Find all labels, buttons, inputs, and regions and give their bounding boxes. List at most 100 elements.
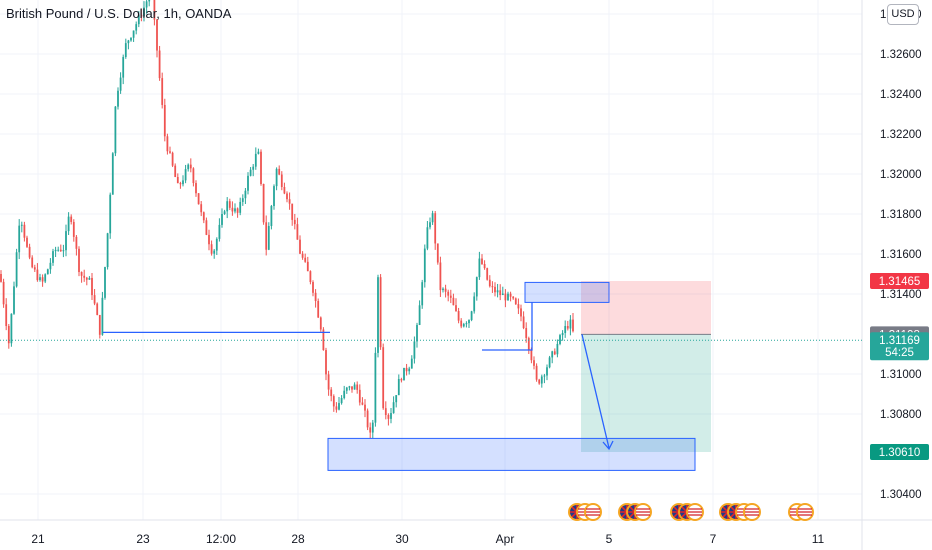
candle-body (241, 198, 244, 202)
candle-body (163, 104, 166, 137)
candle-body (335, 406, 338, 410)
candle-body (486, 268, 489, 280)
candle-body (423, 248, 426, 283)
candle-body (80, 272, 83, 276)
candle-body (449, 295, 452, 298)
us-flag-icon[interactable] (743, 503, 761, 521)
candle-body (215, 238, 218, 251)
candle-body (182, 180, 184, 185)
candle-body (231, 207, 234, 212)
candle-body (275, 168, 278, 187)
candle-body (444, 288, 447, 292)
stop-loss-zone[interactable] (581, 281, 711, 335)
candle-body (514, 298, 517, 305)
candle-body (436, 243, 439, 263)
candle-body (122, 56, 125, 78)
candle-body (312, 282, 314, 293)
candle-body (293, 219, 296, 225)
candle-body (200, 204, 203, 213)
candle-body (410, 358, 413, 369)
candle-body (392, 402, 395, 414)
us-flag-icon[interactable] (796, 503, 814, 521)
price-label-badge (870, 273, 929, 289)
candle-body (52, 251, 54, 263)
candle-body (535, 365, 538, 380)
candle-body (166, 136, 169, 152)
countdown-text: 54:25 (885, 347, 914, 359)
candle-body (543, 375, 546, 377)
event-badge-flag-stripes (586, 508, 600, 516)
price-label-text: 1.31465 (879, 276, 921, 288)
candle-body (431, 213, 434, 223)
currency-button[interactable]: USD (887, 4, 919, 25)
candle-body (551, 351, 554, 358)
candle-body (176, 176, 179, 184)
candle-body (319, 317, 322, 330)
candle-body (70, 216, 73, 222)
candle-body (2, 281, 5, 305)
us-flag-icon[interactable] (686, 503, 704, 521)
candle-body (10, 313, 13, 344)
candle-body (327, 374, 330, 390)
x-tick-label: 21 (31, 532, 45, 546)
candle-body (145, 1, 148, 8)
candle-body (31, 257, 34, 268)
price-label-text: 1.30610 (879, 447, 921, 459)
candle-body (174, 165, 177, 177)
candle-body (309, 271, 312, 283)
candle-body (306, 261, 309, 272)
candle-body (143, 7, 145, 17)
supply-zone-box[interactable] (524, 281, 610, 303)
candle-body (119, 77, 122, 91)
candle-body (569, 319, 572, 329)
demand-zone-box[interactable] (327, 437, 696, 471)
candle-body (26, 237, 28, 247)
take-profit-zone[interactable] (581, 334, 711, 452)
us-flag-icon[interactable] (584, 503, 602, 521)
candle-body (67, 216, 70, 232)
candle-body (130, 37, 132, 41)
candle-body (374, 352, 377, 423)
y-tick-label: 1.32600 (880, 49, 922, 61)
candle-body (75, 236, 78, 249)
symbol-title[interactable]: British Pound / U.S. Dollar, 1h, OANDA (6, 6, 232, 21)
candle-body (49, 262, 52, 270)
candle-body (416, 324, 418, 342)
candle-body (403, 367, 405, 381)
candle-body (348, 386, 351, 388)
candle-body (553, 351, 556, 355)
candle-body (283, 186, 286, 194)
candle-body (28, 246, 31, 258)
candle-body (520, 308, 522, 317)
x-tick-label: 5 (606, 532, 613, 546)
candle-body (117, 90, 119, 107)
candle-body (455, 305, 457, 312)
projection-arrow-shaft[interactable] (581, 334, 610, 449)
y-tick-label: 1.31600 (880, 249, 922, 261)
candle-body (5, 304, 8, 327)
candle-body (260, 151, 262, 185)
candle-body (226, 201, 229, 212)
candle-body (54, 249, 57, 252)
candle-body (358, 389, 361, 403)
candle-body (278, 168, 281, 175)
level-bracket-line[interactable] (482, 302, 533, 351)
event-badge-flag-stripes (798, 508, 812, 516)
candle-body (525, 328, 528, 339)
candle-body (236, 208, 239, 213)
candle-body (507, 293, 509, 301)
candle-body (286, 193, 288, 200)
candle-body (187, 164, 190, 170)
x-tick-label: 28 (291, 532, 305, 546)
candle-body (377, 277, 379, 353)
candle-body (189, 164, 192, 169)
candle-body (390, 413, 392, 419)
candle-body (132, 30, 135, 38)
us-flag-icon[interactable] (634, 503, 652, 521)
candle-body (93, 295, 96, 304)
candle-body (96, 303, 99, 316)
candle-body (221, 213, 223, 225)
candle-body (413, 341, 416, 359)
